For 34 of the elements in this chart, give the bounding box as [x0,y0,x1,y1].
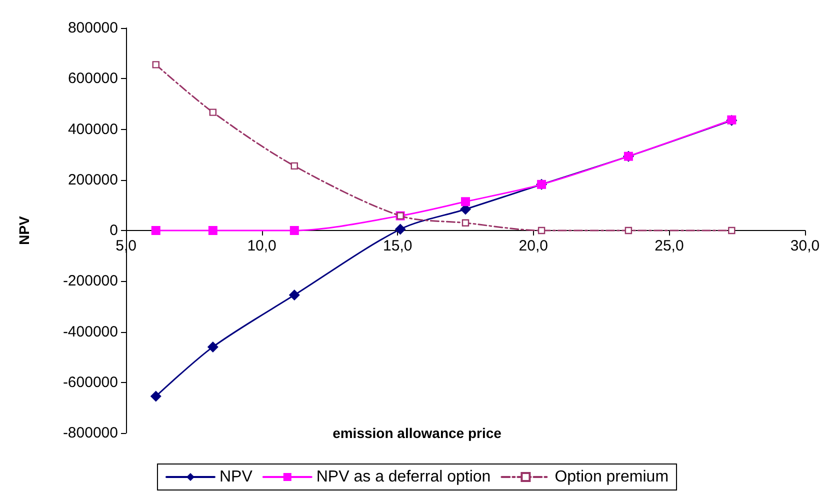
y-tick-label: 400000 [68,120,118,138]
y-tick-label: 200000 [68,171,118,188]
point [151,226,160,235]
point [152,61,160,68]
legend-label: Option premium [554,468,669,486]
point [288,290,300,301]
y-tick-label: -400000 [62,323,118,340]
y-tick-label: 800000 [68,20,118,36]
point [624,226,632,234]
y-tick-label: -600000 [62,374,118,391]
x-tick-label: 15,0 [383,238,412,254]
legend-label: NPV as a deferral option [316,468,491,486]
point [207,341,218,352]
point [150,390,162,402]
x-axis-title: emission allowance price [332,425,502,441]
point [208,226,218,235]
x-tick-label: 30,0 [790,238,820,254]
point [394,224,406,235]
legend-label: NPV [219,468,253,486]
y-tick-label: 0 [110,222,118,239]
x-tick-label: 25,0 [654,238,684,254]
x-tick-label: 20,0 [518,238,548,254]
y-axis-title: NPV [16,215,32,245]
y-tick-label: -200000 [62,272,118,290]
point [462,219,470,227]
point [209,108,217,116]
x-tick-label: 10,0 [247,238,276,254]
point [538,226,546,234]
point [290,162,298,170]
point [728,226,736,234]
y-tick-label: 600000 [68,70,118,88]
point [290,226,299,235]
y-tick-label: -800000 [62,424,118,442]
point [461,197,470,206]
